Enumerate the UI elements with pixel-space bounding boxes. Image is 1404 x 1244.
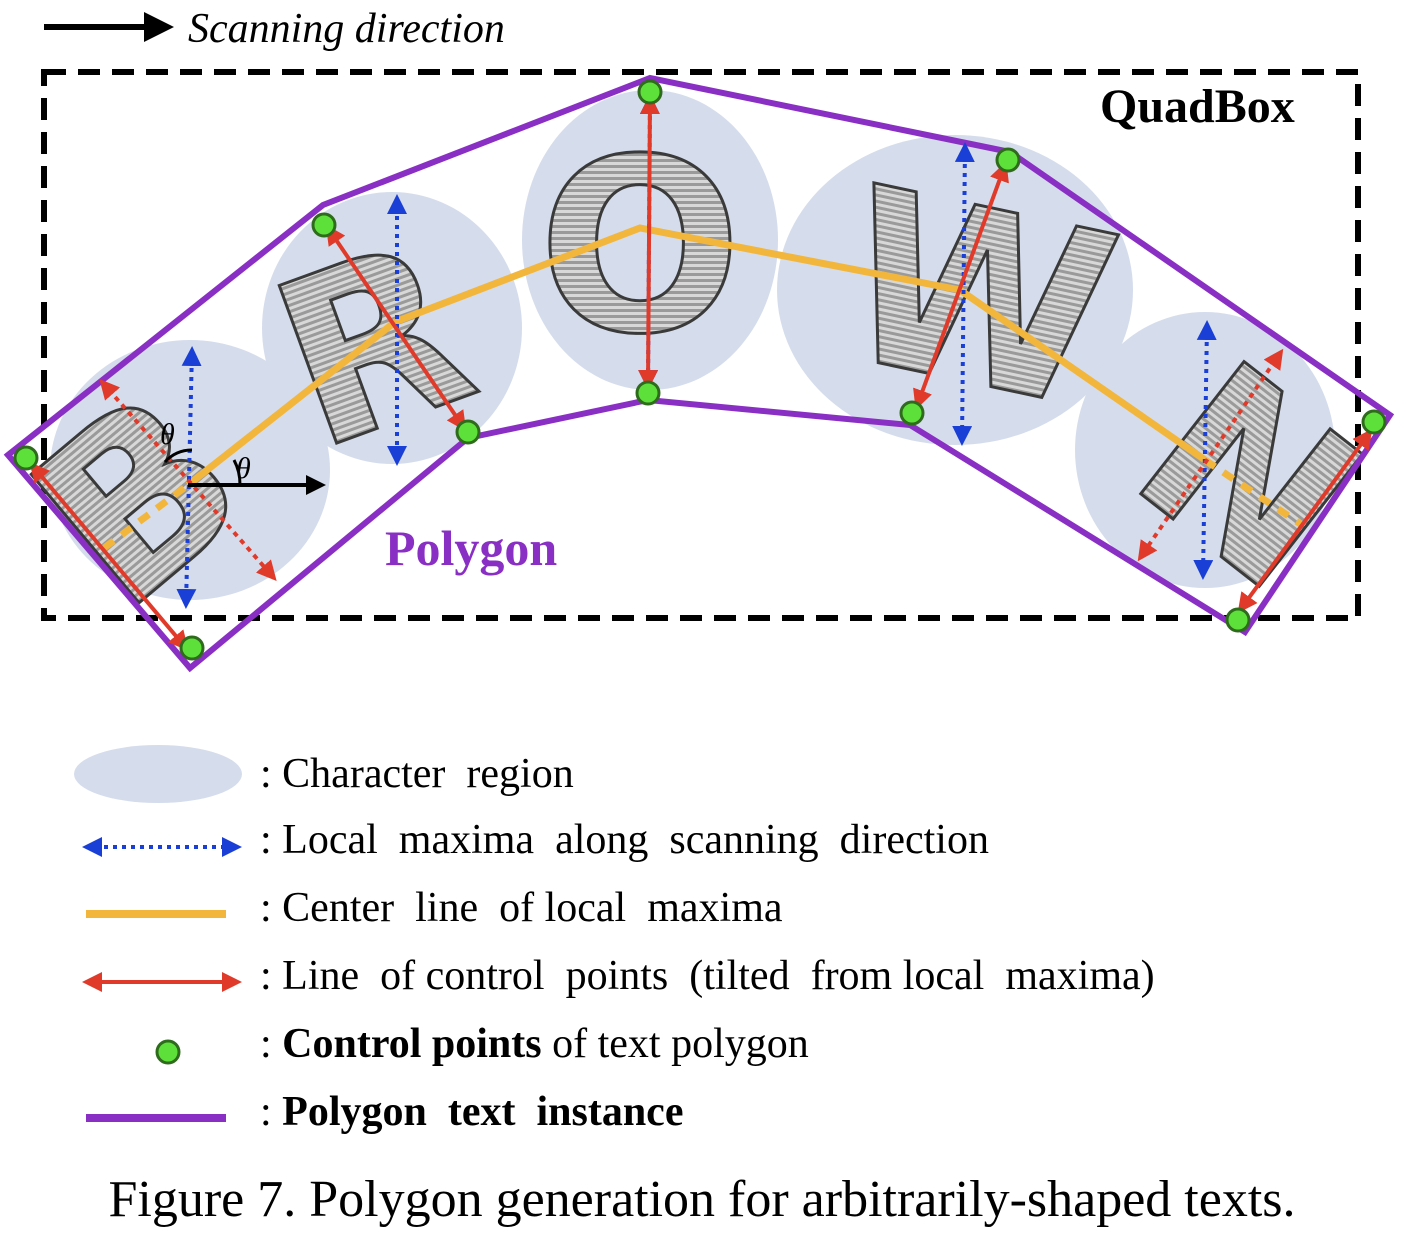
theta-label-horizontal: θ	[236, 452, 251, 485]
control-point	[995, 147, 1021, 173]
quadbox-label: QuadBox	[1100, 80, 1295, 133]
legend-label: Line of control points (tilted from loca…	[282, 953, 1155, 999]
theta-arc-horizontal	[232, 459, 242, 486]
center-line-swatch	[86, 910, 226, 918]
character-region-swatch	[74, 745, 242, 803]
control-point	[635, 380, 661, 406]
legend-item-control-points: : Control points of text polygon	[60, 1014, 809, 1074]
polygon-label: Polygon	[385, 520, 557, 576]
legend-label: Center line of local maxima	[282, 885, 783, 931]
scanning-direction-label: Scanning direction	[188, 6, 505, 52]
polygon-swatch	[86, 1114, 226, 1122]
letter-o: O	[538, 107, 742, 387]
legend-item-local-maxima: : Local maxima along scanning direction	[60, 810, 989, 870]
control-point	[13, 445, 39, 471]
legend-label-bold: Control points	[282, 1021, 542, 1067]
quadbox	[41, 69, 1361, 621]
control-point	[311, 212, 337, 238]
control-point	[179, 635, 205, 661]
control-point	[1225, 607, 1251, 633]
legend-label: Local maxima along scanning direction	[282, 817, 989, 863]
control-points	[13, 79, 1387, 661]
legend: : Character region : Local maxima along …	[0, 730, 1404, 1150]
legend-item-control-line: : Line of control points (tilted from lo…	[60, 946, 1155, 1006]
control-point-lines	[29, 94, 1373, 652]
polygon-generation-diagram: Scanning direction QuadBox B R O W N Pol…	[0, 6, 1404, 673]
theta-label-vertical: θ	[160, 418, 175, 451]
theta-arc-vertical	[163, 448, 193, 464]
legend-label-bold: Polygon text instance	[282, 1089, 684, 1135]
control-point	[455, 419, 481, 445]
control-point	[1361, 409, 1387, 435]
figure-caption: Figure 7. Polygon generation for arbitra…	[108, 1171, 1296, 1228]
control-line-n-dotted	[1137, 348, 1284, 562]
legend-item-center-line: : Center line of local maxima	[60, 878, 783, 938]
control-line-r	[325, 224, 467, 432]
control-line-n-edge	[1237, 428, 1373, 614]
control-line-w	[913, 161, 1009, 410]
control-point	[899, 400, 925, 426]
control-line-o	[638, 94, 660, 390]
legend-label: of text polygon	[541, 1021, 809, 1067]
control-point-swatch	[155, 1039, 181, 1065]
legend-item-polygon: : Polygon text instance	[60, 1082, 683, 1142]
control-point	[637, 79, 663, 105]
control-line-b-edge	[29, 461, 189, 652]
legend-item-character-region: : Character region	[60, 744, 574, 804]
text-polygon	[3, 74, 1395, 673]
legend-label: Character region	[282, 751, 574, 797]
control-line-swatch	[82, 972, 242, 992]
local-maxima-swatch	[82, 837, 242, 857]
